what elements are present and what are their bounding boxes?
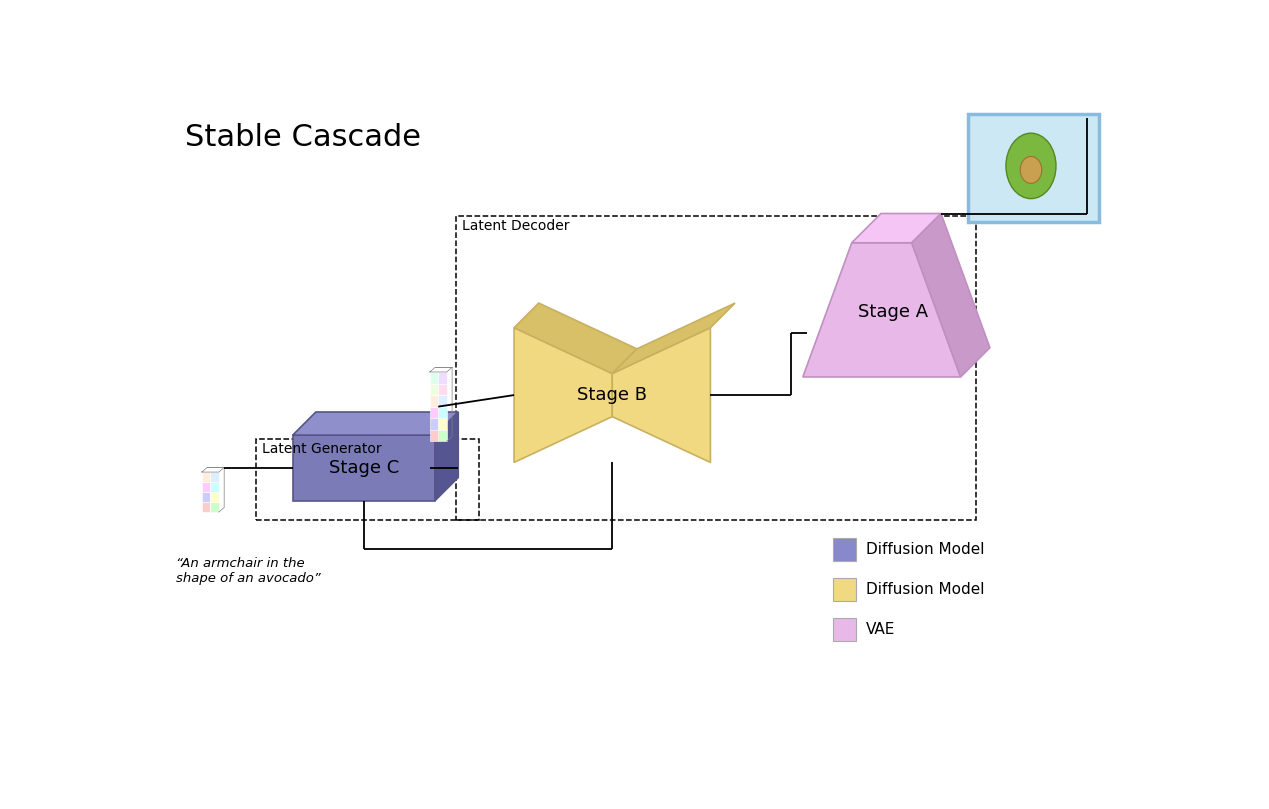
Bar [430, 383, 438, 395]
Polygon shape [851, 214, 942, 243]
Bar [438, 430, 447, 441]
Bar [430, 430, 438, 441]
Polygon shape [293, 435, 435, 501]
Polygon shape [293, 412, 458, 435]
Bar [211, 492, 218, 502]
Bar [202, 492, 211, 502]
Bar [438, 418, 447, 430]
Bar [834, 538, 857, 561]
Polygon shape [803, 243, 961, 377]
Bar [211, 482, 218, 492]
Text: Stage A: Stage A [858, 303, 929, 321]
Polygon shape [911, 214, 990, 377]
Ellipse shape [1020, 156, 1042, 184]
Polygon shape [612, 303, 735, 374]
Ellipse shape [1006, 133, 1056, 199]
Bar [430, 372, 438, 383]
Polygon shape [612, 328, 711, 463]
Text: “An armchair in the
shape of an avocado”: “An armchair in the shape of an avocado” [175, 557, 320, 585]
Bar [211, 472, 218, 482]
Bar [430, 395, 438, 407]
Bar [834, 578, 857, 601]
Text: Latent Decoder: Latent Decoder [462, 218, 570, 233]
Bar [202, 482, 211, 492]
Text: Latent Generator: Latent Generator [261, 442, 382, 456]
Polygon shape [435, 412, 458, 501]
FancyBboxPatch shape [968, 114, 1099, 222]
Text: Diffusion Model: Diffusion Model [865, 582, 983, 597]
Bar [438, 395, 447, 407]
Bar [202, 472, 211, 482]
Bar [438, 372, 447, 383]
Text: VAE: VAE [865, 622, 895, 637]
Bar [438, 383, 447, 395]
Bar [438, 407, 447, 418]
Text: Stable Cascade: Stable Cascade [185, 123, 421, 152]
Text: Stage B: Stage B [577, 386, 647, 404]
Bar [430, 418, 438, 430]
Polygon shape [514, 328, 612, 463]
Text: Stage C: Stage C [329, 459, 398, 477]
Bar [430, 407, 438, 418]
Polygon shape [514, 303, 637, 374]
Text: Diffusion Model: Diffusion Model [865, 542, 983, 557]
Bar [202, 502, 211, 512]
Bar [834, 618, 857, 642]
Bar [211, 502, 218, 512]
